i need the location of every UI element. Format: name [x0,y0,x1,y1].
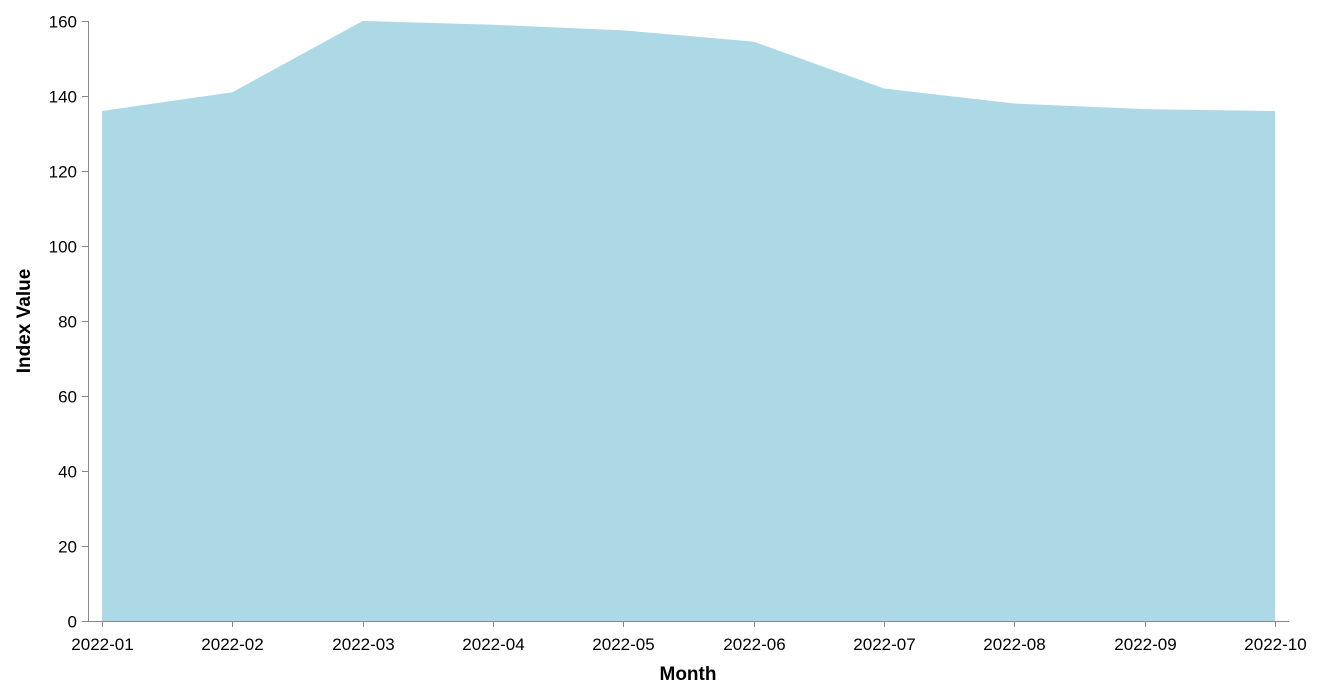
x-tick-label-2022-10: 2022-10 [1244,635,1306,654]
y-tick-label-0: 0 [68,613,77,632]
y-tick-label-140: 140 [49,88,77,107]
y-tick-label-100: 100 [49,238,77,257]
x-tick-label-2022-05: 2022-05 [592,635,654,654]
y-axis: 0 20 40 60 80 100 120 140 160 [49,13,89,632]
x-tick-label-2022-03: 2022-03 [332,635,394,654]
x-tick-label-2022-07: 2022-07 [853,635,915,654]
x-tick-label-2022-08: 2022-08 [983,635,1045,654]
y-tick-label-20: 20 [58,538,77,557]
y-tick-label-40: 40 [58,463,77,482]
y-tick-label-120: 120 [49,163,77,182]
x-tick-label-2022-06: 2022-06 [723,635,785,654]
y-tick-label-60: 60 [58,388,77,407]
area-layer [102,21,1275,621]
y-tick-label-80: 80 [58,313,77,332]
y-tick-label-160: 160 [49,13,77,32]
x-axis-title: Month [660,664,717,685]
y-axis-title: Index Value [14,269,35,374]
x-tick-label-2022-02: 2022-02 [201,635,263,654]
area-series [102,21,1275,621]
x-tick-label-2022-01: 2022-01 [71,635,133,654]
x-tick-label-2022-04: 2022-04 [462,635,524,654]
x-axis: 2022-01 2022-02 2022-03 2022-04 2022-05 2022-… [71,621,1307,654]
x-tick-label-2022-09: 2022-09 [1114,635,1176,654]
